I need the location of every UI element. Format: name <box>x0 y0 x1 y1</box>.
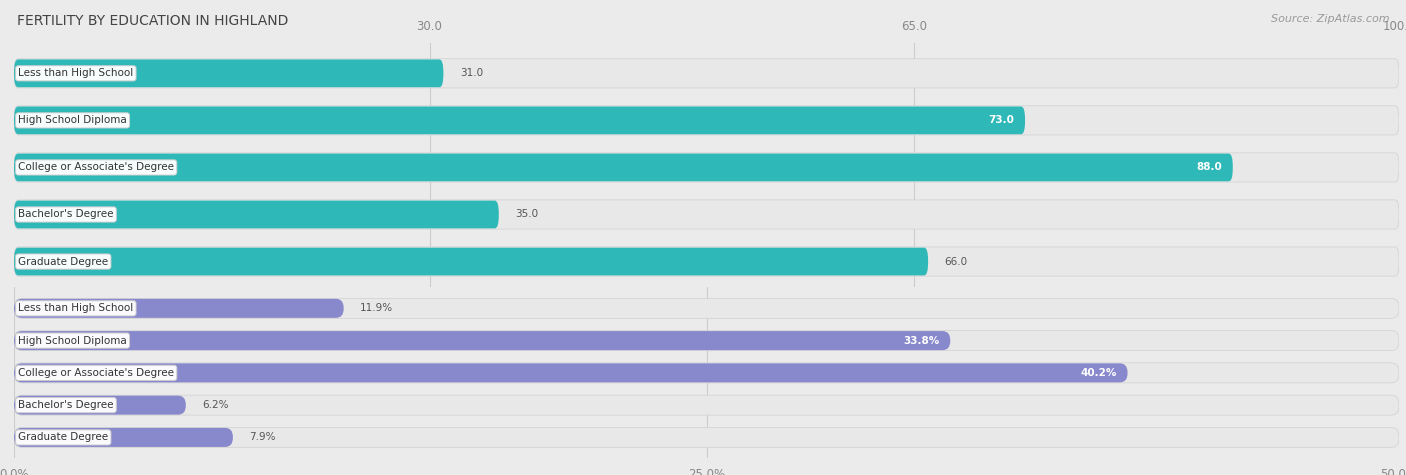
Text: Less than High School: Less than High School <box>18 68 134 78</box>
Text: 88.0: 88.0 <box>1197 162 1222 172</box>
Text: Graduate Degree: Graduate Degree <box>18 432 108 442</box>
FancyBboxPatch shape <box>14 59 1399 88</box>
FancyBboxPatch shape <box>14 331 1399 351</box>
Text: College or Associate's Degree: College or Associate's Degree <box>18 368 174 378</box>
Text: High School Diploma: High School Diploma <box>18 115 127 125</box>
FancyBboxPatch shape <box>14 153 1233 181</box>
Text: College or Associate's Degree: College or Associate's Degree <box>18 162 174 172</box>
FancyBboxPatch shape <box>14 106 1025 134</box>
FancyBboxPatch shape <box>14 395 1399 415</box>
Text: 40.2%: 40.2% <box>1080 368 1116 378</box>
FancyBboxPatch shape <box>14 428 233 447</box>
FancyBboxPatch shape <box>14 363 1399 383</box>
Text: 66.0: 66.0 <box>945 256 967 266</box>
Text: 31.0: 31.0 <box>460 68 484 78</box>
Text: 35.0: 35.0 <box>516 209 538 219</box>
Text: Bachelor's Degree: Bachelor's Degree <box>18 209 114 219</box>
FancyBboxPatch shape <box>14 59 443 87</box>
Text: FERTILITY BY EDUCATION IN HIGHLAND: FERTILITY BY EDUCATION IN HIGHLAND <box>17 14 288 28</box>
FancyBboxPatch shape <box>14 247 928 276</box>
Text: 11.9%: 11.9% <box>360 304 394 314</box>
FancyBboxPatch shape <box>14 363 1128 382</box>
FancyBboxPatch shape <box>14 396 186 415</box>
FancyBboxPatch shape <box>14 299 343 318</box>
Text: High School Diploma: High School Diploma <box>18 336 127 346</box>
Text: Graduate Degree: Graduate Degree <box>18 256 108 266</box>
Text: 33.8%: 33.8% <box>903 336 939 346</box>
Text: Bachelor's Degree: Bachelor's Degree <box>18 400 114 410</box>
FancyBboxPatch shape <box>14 298 1399 318</box>
Text: Less than High School: Less than High School <box>18 304 134 314</box>
Text: 73.0: 73.0 <box>988 115 1014 125</box>
Text: 7.9%: 7.9% <box>249 432 276 442</box>
Text: Source: ZipAtlas.com: Source: ZipAtlas.com <box>1271 14 1389 24</box>
FancyBboxPatch shape <box>14 106 1399 135</box>
FancyBboxPatch shape <box>14 200 499 228</box>
Text: 6.2%: 6.2% <box>202 400 229 410</box>
FancyBboxPatch shape <box>14 428 1399 447</box>
FancyBboxPatch shape <box>14 200 1399 229</box>
FancyBboxPatch shape <box>14 247 1399 276</box>
FancyBboxPatch shape <box>14 331 950 350</box>
FancyBboxPatch shape <box>14 153 1399 182</box>
